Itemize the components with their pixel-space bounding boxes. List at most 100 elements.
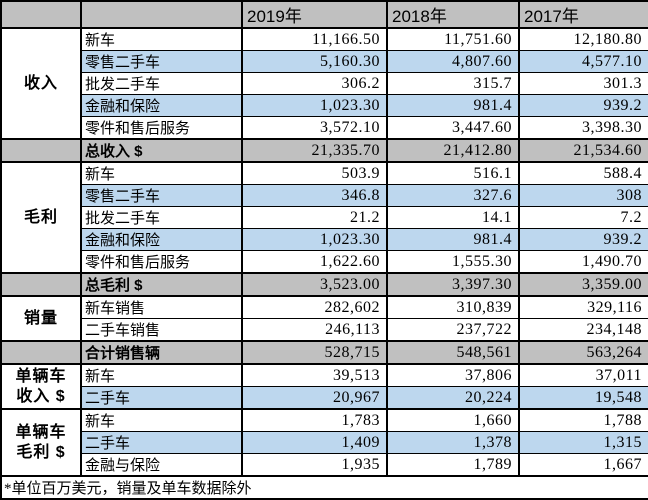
- value-cell: 310,839: [386, 295, 520, 319]
- value-cell: 327.6: [386, 184, 520, 207]
- value-cell: 20,224: [386, 386, 520, 410]
- row-label-cell: 批发二手车: [80, 206, 243, 229]
- value-cell: 3,398.30: [518, 116, 648, 140]
- row-label-cell: 新车销售: [80, 295, 243, 319]
- value-cell: 14.1: [386, 206, 520, 229]
- table-row: 销量 新车销售 282,602 310,839 329,116: [0, 295, 648, 342]
- table-row: 金融和保险 1,023.30 981.4 939.2: [1, 94, 648, 117]
- table-row: 单辆车 收入 $ 新车 39,513 37,806 37,011: [0, 363, 648, 410]
- value-cell: 315.7: [386, 72, 520, 95]
- total-value-cell: 3,523.00: [241, 272, 388, 297]
- value-cell: 246,113: [241, 318, 388, 342]
- value-cell: 981.4: [386, 94, 520, 117]
- table-row: 二手车销售 246,113 237,722 234,148: [1, 318, 648, 342]
- table-row: 金融和保险 1,023.30 981.4 939.2: [1, 228, 648, 251]
- row-label-cell: 新车: [80, 161, 243, 185]
- value-cell: 1,023.30: [241, 94, 388, 117]
- row-label-cell: 新车: [80, 363, 243, 387]
- table-row: 零售二手车 5,160.30 4,807.60 4,577.10: [1, 50, 648, 73]
- total-row: 合计销售辆 528,715 548,561 563,264: [0, 340, 648, 365]
- table-row: 毛利 新车 503.9 516.1 588.4: [0, 161, 648, 274]
- value-cell: 19,548: [518, 386, 648, 410]
- row-label-cell: 批发二手车: [80, 72, 243, 95]
- row-label-cell: 零件和售后服务: [80, 116, 243, 140]
- value-cell: 11,751.60: [386, 27, 520, 51]
- total-value-cell: 3,359.00: [518, 272, 648, 297]
- row-label-cell: 零售二手车: [80, 50, 243, 73]
- table-row: 批发二手车 21.2 14.1 7.2: [1, 206, 648, 229]
- total-value-cell: 528,715: [241, 340, 388, 365]
- row-label-cell: 金融和保险: [80, 94, 243, 117]
- value-cell: 1,788: [518, 408, 648, 432]
- value-cell: 1,935: [241, 453, 388, 477]
- value-cell: 7.2: [518, 206, 648, 229]
- value-cell: 1,667: [518, 453, 648, 477]
- group-cell-gross-profit: 毛利: [0, 161, 82, 274]
- value-cell: 37,011: [518, 363, 648, 387]
- value-cell: 3,572.10: [241, 116, 388, 140]
- value-cell: 282,602: [241, 295, 388, 319]
- header-row: 2019年 2018年 2017年: [0, 0, 648, 29]
- row-label-cell: 金融和保险: [80, 228, 243, 251]
- value-cell: 5,160.30: [241, 50, 388, 73]
- year-header-cell: 2019年: [241, 0, 388, 29]
- value-cell: 4,577.10: [518, 50, 648, 73]
- row-label-cell: 二手车: [80, 386, 243, 410]
- value-cell: 11,166.50: [241, 27, 388, 51]
- total-blank-group-cell: [0, 272, 82, 297]
- table-row: 零件和售后服务 1,622.60 1,555.30 1,490.70: [1, 250, 648, 274]
- value-cell: 237,722: [386, 318, 520, 342]
- value-cell: 503.9: [241, 161, 388, 185]
- total-row: 总毛利 $3,523.00 3,397.30 3,359.00: [0, 272, 648, 297]
- value-cell: 588.4: [518, 161, 648, 185]
- value-cell: 234,148: [518, 318, 648, 342]
- header-blank-label-cell: [80, 0, 243, 29]
- value-cell: 1,622.60: [241, 250, 388, 274]
- table-row: 二手车 20,967 20,224 19,548: [1, 386, 648, 410]
- value-cell: 1,789: [386, 453, 520, 477]
- table-row: 金融与保险 1,935 1,789 1,667: [1, 453, 648, 477]
- table-row: 零售二手车 346.8 327.6 308: [1, 184, 648, 207]
- total-label-cell: 总收入 $: [80, 138, 243, 163]
- value-cell: 1,660: [386, 408, 520, 432]
- value-cell: 3,447.60: [386, 116, 520, 140]
- row-label-cell: 零售二手车: [80, 184, 243, 207]
- row-label-cell: 金融与保险: [80, 453, 243, 477]
- value-cell: 4,807.60: [386, 50, 520, 73]
- value-cell: 21.2: [241, 206, 388, 229]
- total-value-cell: 563,264: [518, 340, 648, 365]
- value-cell: 301.3: [518, 72, 648, 95]
- footnote-row: *单位百万美元，销量及单车数据除外: [0, 475, 648, 500]
- row-label-cell: 新车: [80, 27, 243, 51]
- total-label-cell: 合计销售辆: [80, 340, 243, 365]
- value-cell: 329,116: [518, 295, 648, 319]
- total-label-cell: 总毛利 $: [80, 272, 243, 297]
- table-row: 零件和售后服务 3,572.10 3,447.60 3,398.30: [1, 116, 648, 140]
- value-cell: 12,180.80: [518, 27, 648, 51]
- table-row: 批发二手车 306.2 315.7 301.3: [1, 72, 648, 95]
- group-cell-sales-volume: 销量: [0, 295, 82, 342]
- total-value-cell: 3,397.30: [386, 272, 520, 297]
- value-cell: 346.8: [241, 184, 388, 207]
- value-cell: 37,806: [386, 363, 520, 387]
- total-row: 总收入 $21,335.70 21,412.80 21,534.60: [0, 138, 648, 163]
- value-cell: 516.1: [386, 161, 520, 185]
- header-blank-group-cell: [0, 0, 82, 29]
- group-cell-per-vehicle-revenue: 单辆车 收入 $: [0, 363, 82, 410]
- footnote-cell: *单位百万美元，销量及单车数据除外: [0, 475, 648, 500]
- total-value-cell: 548,561: [386, 340, 520, 365]
- value-cell: 939.2: [518, 228, 648, 251]
- value-cell: 39,513: [241, 363, 388, 387]
- row-label-cell: 二手车销售: [80, 318, 243, 342]
- total-value-cell: 21,335.70: [241, 138, 388, 163]
- value-cell: 1,490.70: [518, 250, 648, 274]
- value-cell: 20,967: [241, 386, 388, 410]
- year-header-cell: 2018年: [386, 0, 520, 29]
- value-cell: 308: [518, 184, 648, 207]
- total-blank-group-cell: [0, 340, 82, 365]
- group-cell-revenue: 收入: [0, 27, 82, 140]
- value-cell: 1,555.30: [386, 250, 520, 274]
- value-cell: 306.2: [241, 72, 388, 95]
- table-row: 收入 新车 11,166.50 11,751.60 12,180.80: [0, 27, 648, 140]
